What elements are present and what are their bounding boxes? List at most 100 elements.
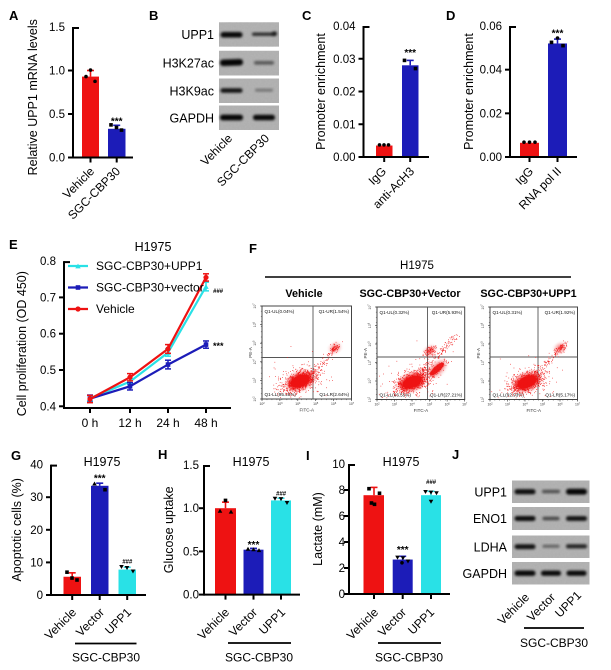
svg-text:J: J	[452, 447, 459, 462]
svg-text:107: 107	[349, 402, 355, 406]
svg-text:0.04: 0.04	[333, 21, 356, 33]
svg-text:107: 107	[575, 403, 581, 407]
svg-text:107: 107	[253, 303, 257, 309]
svg-text:0: 0	[339, 589, 345, 601]
svg-text:104: 104	[410, 403, 416, 407]
svg-text:GAPDH: GAPDH	[170, 111, 214, 125]
svg-text:10: 10	[332, 459, 345, 471]
svg-text:0 h: 0 h	[82, 416, 99, 430]
svg-text:106: 106	[368, 322, 372, 328]
svg-text:4: 4	[339, 537, 346, 549]
svg-text:***: ***	[94, 473, 106, 484]
svg-text:F: F	[249, 241, 257, 256]
svg-text:103: 103	[253, 377, 257, 383]
svg-text:48 h: 48 h	[194, 416, 217, 430]
svg-text:PE-A: PE-A	[363, 348, 368, 359]
svg-text:1.0: 1.0	[183, 503, 199, 515]
svg-text:Q1-LL(66.55%): Q1-LL(66.55%)	[380, 393, 412, 398]
svg-text:UPP1: UPP1	[474, 485, 507, 499]
svg-text:1.5: 1.5	[49, 22, 65, 34]
svg-text:103: 103	[392, 403, 398, 407]
svg-text:Q1-LL(92.93%): Q1-LL(92.93%)	[493, 393, 525, 398]
svg-text:0.0: 0.0	[49, 153, 65, 165]
svg-text:105: 105	[540, 403, 546, 407]
svg-text:2: 2	[339, 563, 345, 575]
svg-text:104: 104	[368, 359, 372, 365]
svg-text:SGC-CBP30: SGC-CBP30	[72, 651, 140, 665]
svg-text:106: 106	[557, 403, 563, 407]
svg-text:D: D	[446, 8, 455, 23]
svg-text:1.0: 1.0	[49, 66, 65, 78]
svg-text:105: 105	[313, 402, 319, 406]
svg-text:0: 0	[37, 590, 43, 602]
svg-text:103: 103	[505, 403, 511, 407]
svg-text:H3K9ac: H3K9ac	[170, 84, 214, 98]
svg-text:102: 102	[487, 403, 493, 407]
svg-text:B: B	[149, 8, 158, 23]
svg-text:FITC-A: FITC-A	[300, 408, 315, 413]
svg-text:Q1-UR(5.93%): Q1-UR(5.93%)	[432, 310, 463, 315]
svg-text:Vehicle: Vehicle	[285, 288, 322, 300]
svg-text:30: 30	[30, 492, 43, 504]
svg-text:107: 107	[481, 304, 485, 310]
svg-text:0.5: 0.5	[49, 109, 65, 121]
svg-text:Q1-LR(5.17%): Q1-LR(5.17%)	[545, 393, 575, 398]
svg-text:SGC-CBP30: SGC-CBP30	[520, 636, 588, 650]
svg-text:102: 102	[253, 396, 257, 402]
svg-text:SGC-CBP30+UPP1: SGC-CBP30+UPP1	[480, 288, 576, 300]
svg-text:105: 105	[368, 341, 372, 347]
svg-text:0.02: 0.02	[480, 108, 502, 120]
svg-text:A: A	[9, 8, 19, 23]
svg-text:Q1-UL(0.32%): Q1-UL(0.32%)	[380, 310, 410, 315]
svg-text:20: 20	[30, 525, 43, 537]
svg-text:Cell proliferation (OD 450): Cell proliferation (OD 450)	[15, 271, 29, 416]
svg-text:Q1-UL(0.04%): Q1-UL(0.04%)	[265, 309, 295, 314]
svg-text:FITC-A: FITC-A	[414, 408, 429, 413]
svg-text:H3K27ac: H3K27ac	[163, 57, 214, 71]
svg-text:106: 106	[253, 321, 257, 327]
svg-text:106: 106	[481, 322, 485, 328]
svg-text:Promoter enrichment: Promoter enrichment	[462, 33, 476, 150]
svg-text:H1975: H1975	[383, 455, 420, 469]
svg-text:***: ***	[397, 545, 409, 556]
svg-text:107: 107	[462, 403, 468, 407]
svg-text:H: H	[158, 447, 167, 462]
svg-text:8: 8	[339, 485, 345, 497]
svg-text:Apoptotic cells (%): Apoptotic cells (%)	[10, 478, 24, 582]
svg-text:106: 106	[331, 402, 337, 406]
svg-text:Relative UPP1 mRNA levels: Relative UPP1 mRNA levels	[26, 19, 40, 175]
svg-text:Q1-UR(1.92%): Q1-UR(1.92%)	[545, 310, 576, 315]
svg-text:FITC-A: FITC-A	[527, 408, 542, 413]
svg-text:###: ###	[276, 492, 287, 498]
svg-text:12 h: 12 h	[118, 416, 141, 430]
svg-text:ENO1: ENO1	[473, 512, 507, 526]
svg-text:40: 40	[30, 460, 43, 472]
svg-text:0.06: 0.06	[480, 21, 502, 33]
svg-text:###: ###	[122, 559, 133, 565]
svg-text:UPP1: UPP1	[181, 28, 214, 42]
svg-text:0.5: 0.5	[40, 365, 56, 377]
svg-text:Lactate (mM): Lactate (mM)	[311, 492, 325, 566]
svg-text:***: ***	[213, 341, 224, 351]
svg-text:103: 103	[277, 402, 283, 406]
svg-text:0.00: 0.00	[333, 152, 355, 164]
svg-text:***: ***	[111, 117, 123, 128]
svg-text:***: ***	[404, 48, 416, 59]
svg-text:Q1-LL(95.48%): Q1-LL(95.48%)	[265, 392, 297, 397]
svg-text:10: 10	[30, 557, 43, 569]
svg-text:0.6: 0.6	[40, 329, 56, 341]
svg-text:GAPDH: GAPDH	[463, 567, 507, 581]
svg-text:1.5: 1.5	[183, 460, 199, 472]
svg-text:102: 102	[368, 396, 372, 402]
svg-text:C: C	[302, 8, 312, 23]
svg-text:Q1-UL(0.31%): Q1-UL(0.31%)	[493, 310, 523, 315]
svg-text:102: 102	[259, 402, 265, 406]
svg-text:0.5: 0.5	[183, 546, 199, 558]
svg-text:24 h: 24 h	[156, 416, 179, 430]
svg-text:Vehicle: Vehicle	[96, 302, 135, 316]
svg-text:SGC-CBP30: SGC-CBP30	[375, 651, 443, 665]
svg-text:104: 104	[253, 359, 257, 365]
svg-text:102: 102	[374, 403, 380, 407]
svg-text:***: ***	[552, 29, 564, 40]
svg-text:105: 105	[481, 341, 485, 347]
